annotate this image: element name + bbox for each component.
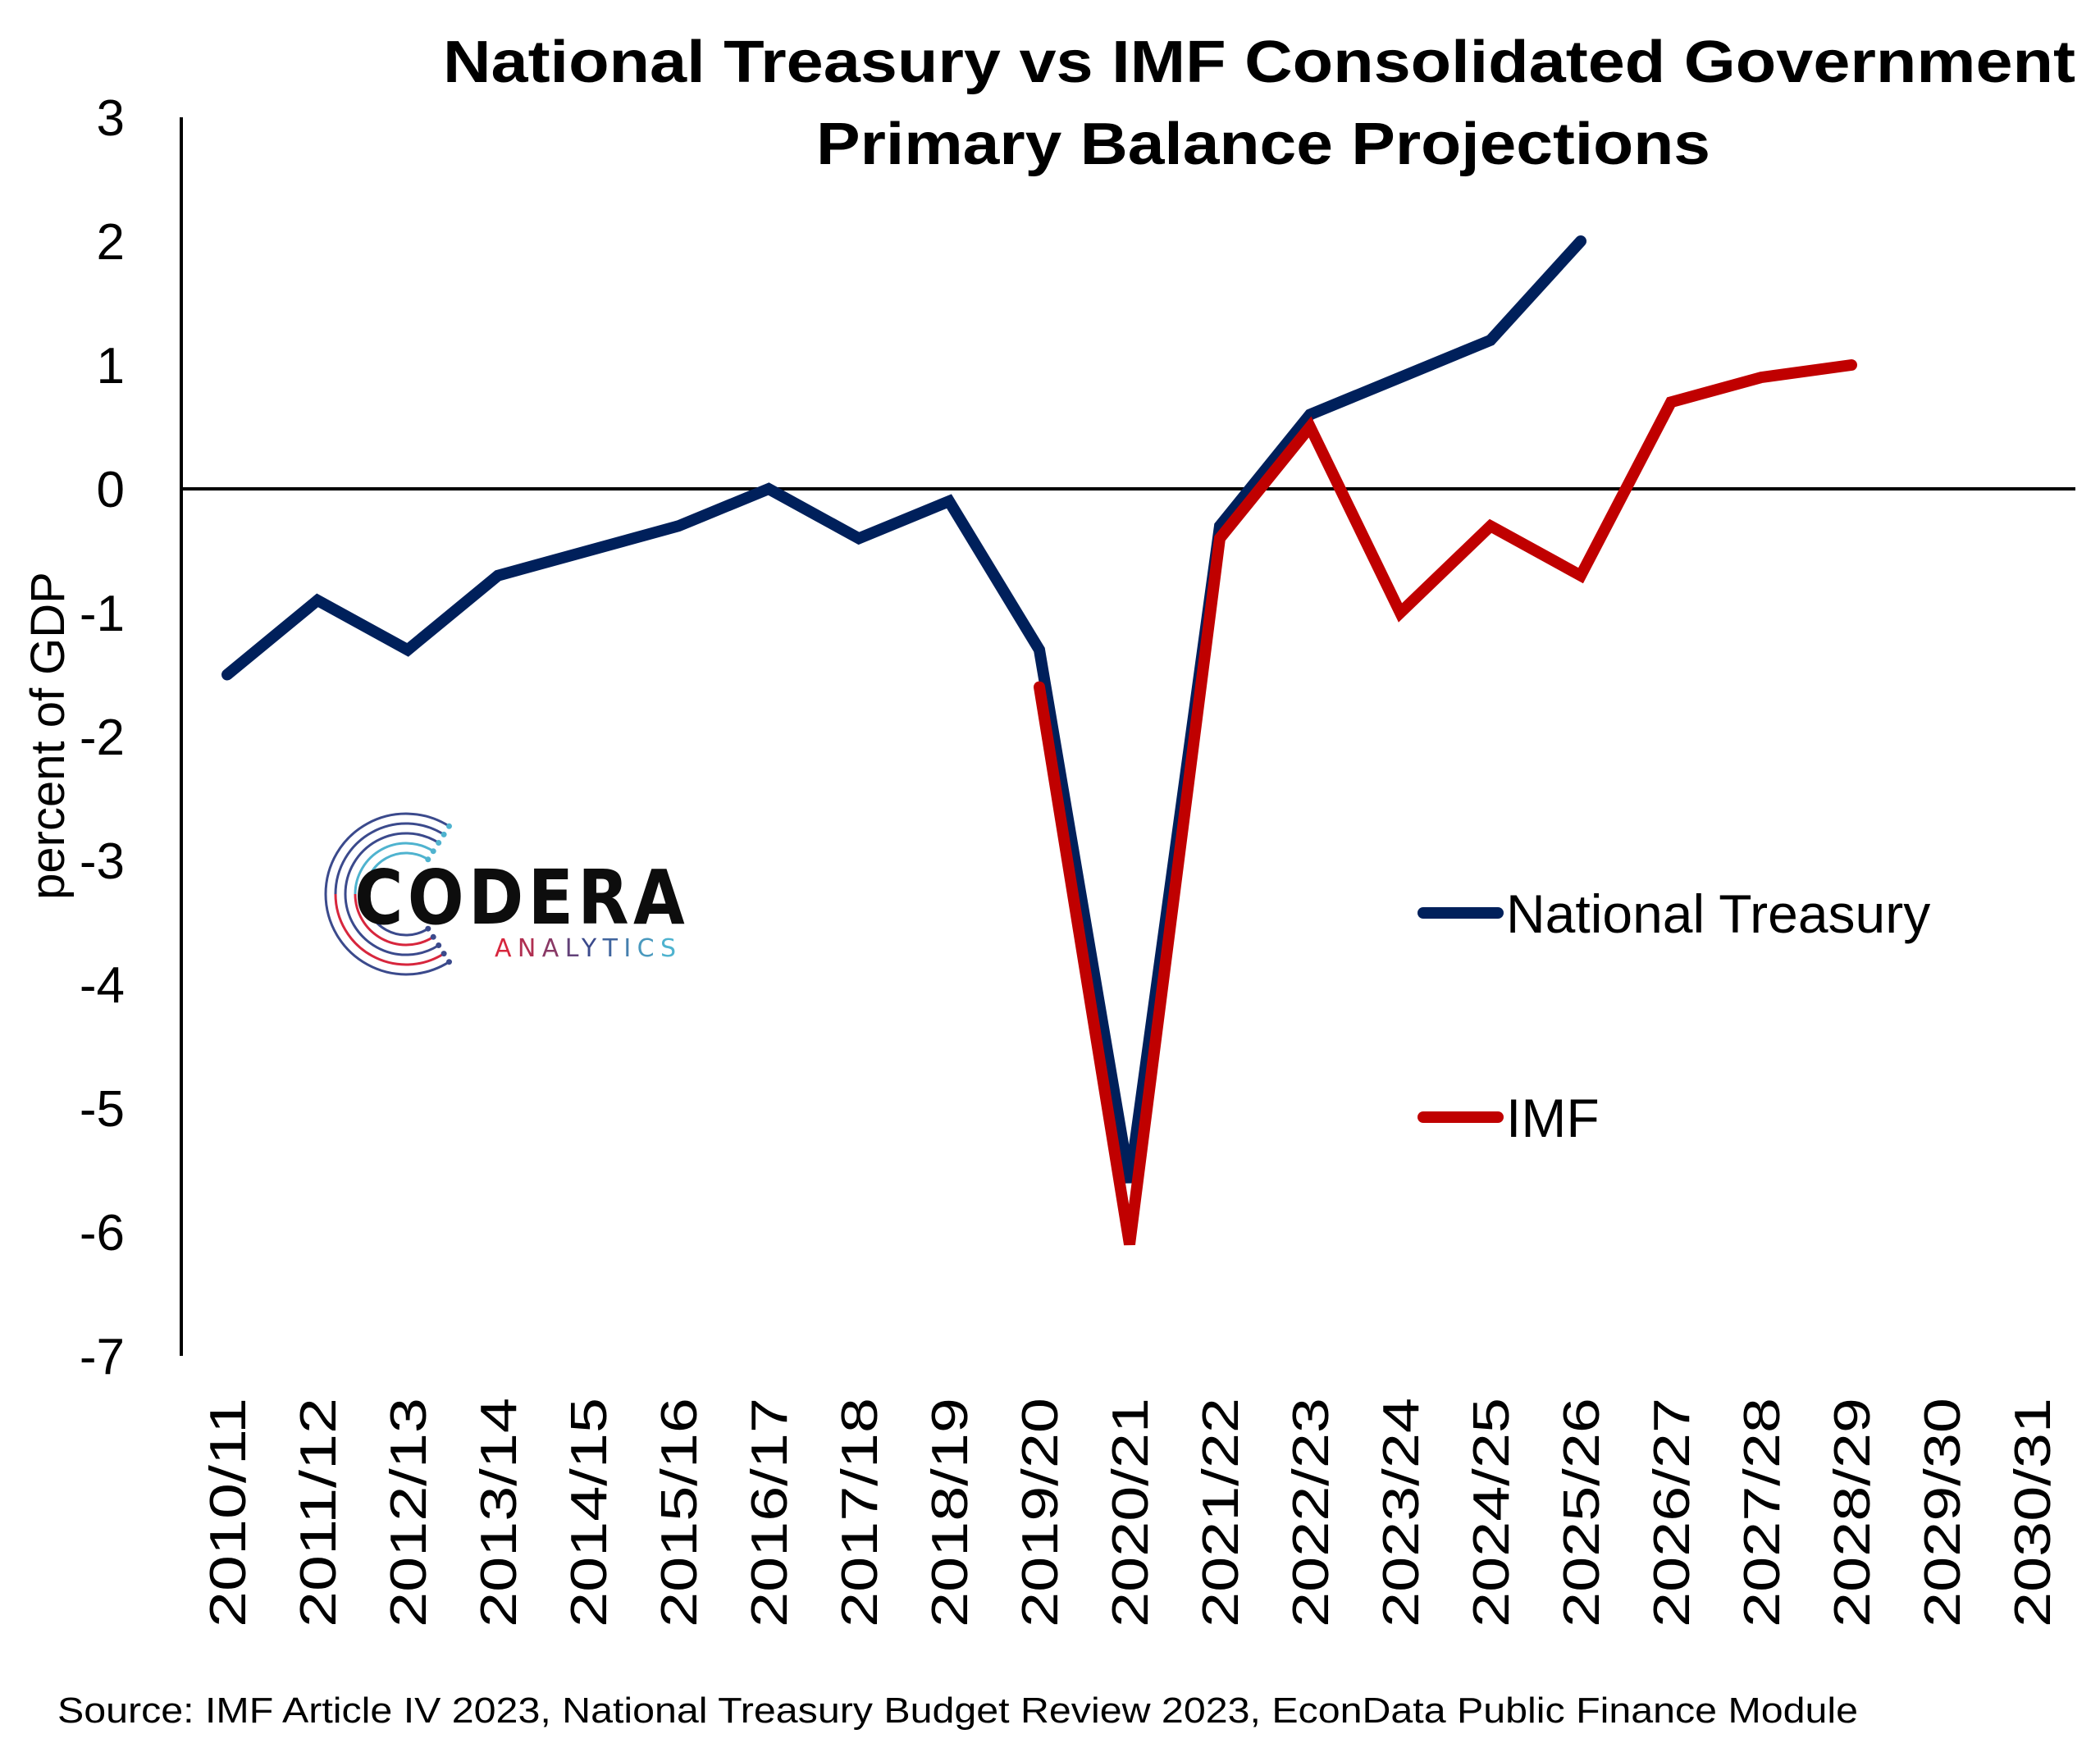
y-tick-label: -1 bbox=[80, 586, 125, 642]
codera-analytics-logo: CODERA ANALYTICS bbox=[324, 812, 690, 976]
x-tick-label: 2013/14 bbox=[471, 1398, 527, 1627]
logo-arc bbox=[324, 812, 450, 895]
series-line-national-treasury bbox=[221, 235, 1586, 1184]
x-tick-label: 2026/27 bbox=[1644, 1398, 1701, 1627]
legend-item-national-treasury: National Treasury bbox=[1418, 883, 1930, 944]
x-tick-label: 2014/15 bbox=[561, 1398, 618, 1627]
x-tick-labels: 2010/11 2011/12 2012/13 2013/14 2014/15 2015/… bbox=[200, 1398, 2061, 1627]
x-tick-label: 2015/16 bbox=[651, 1398, 708, 1627]
logo-arc bbox=[354, 842, 435, 895]
legend-label-national-treasury: National Treasury bbox=[1506, 883, 1930, 944]
x-tick-label: 2030/31 bbox=[2005, 1398, 2061, 1627]
x-tick-label: 2025/26 bbox=[1554, 1398, 1610, 1627]
x-tick-label: 2022/23 bbox=[1283, 1398, 1340, 1627]
y-tick-labels: 3 2 1 0 -1 -2 -3 -4 -5 -6 -7 bbox=[80, 90, 125, 1385]
x-tick-label: 2023/24 bbox=[1373, 1398, 1430, 1627]
logo-subtitle: ANALYTICS bbox=[495, 934, 690, 963]
logo-arc bbox=[354, 893, 435, 947]
x-tick-label: 2016/17 bbox=[742, 1398, 798, 1627]
y-tick-label: -5 bbox=[80, 1081, 125, 1138]
series-layer bbox=[221, 235, 1857, 1246]
logo-arc bbox=[344, 893, 440, 956]
y-tick-label: 1 bbox=[97, 338, 125, 395]
logo-wordmark: CODERA bbox=[354, 854, 689, 942]
logo-arc bbox=[324, 893, 450, 976]
chart-title-line-2: Primary Balance Projections bbox=[816, 112, 1710, 177]
chart-title-line-1: National Treasury vs IMF Consolidated Go… bbox=[443, 30, 2075, 95]
legend-item-imf: IMF bbox=[1418, 1088, 1600, 1148]
y-tick-label: -4 bbox=[80, 957, 125, 1014]
source-note: Source: IMF Article IV 2023, National Tr… bbox=[57, 1691, 1858, 1731]
logo-dot bbox=[430, 933, 436, 940]
logo-dot bbox=[441, 831, 447, 837]
logo-arc bbox=[363, 851, 429, 895]
x-tick-label: 2024/25 bbox=[1463, 1398, 1520, 1627]
logo-dot bbox=[436, 840, 442, 846]
logo-arc bbox=[363, 893, 429, 937]
y-tick-label: -2 bbox=[80, 710, 125, 766]
y-tick-label: 3 bbox=[97, 90, 125, 147]
logo-dot bbox=[425, 856, 431, 863]
logo-dot bbox=[425, 925, 431, 932]
x-tick-label: 2029/30 bbox=[1915, 1398, 1971, 1627]
legend: National Treasury IMF bbox=[1418, 883, 1930, 1148]
logo-arc bbox=[334, 822, 445, 895]
y-tick-label: 2 bbox=[97, 214, 125, 271]
x-tick-label: 2010/11 bbox=[200, 1398, 257, 1627]
x-tick-label: 2020/21 bbox=[1102, 1398, 1159, 1627]
x-tick-label: 2028/29 bbox=[1824, 1398, 1881, 1627]
x-tick-label: 2011/12 bbox=[290, 1398, 347, 1627]
logo-dot bbox=[446, 823, 452, 829]
x-tick-label: 2018/19 bbox=[922, 1398, 979, 1627]
logo-arc bbox=[334, 893, 445, 966]
x-tick-label: 2017/18 bbox=[832, 1398, 888, 1627]
logo-arc bbox=[344, 832, 440, 895]
y-tick-label: -7 bbox=[80, 1329, 125, 1385]
legend-label-imf: IMF bbox=[1506, 1088, 1600, 1148]
x-tick-label: 2019/20 bbox=[1012, 1398, 1069, 1627]
logo-dot bbox=[446, 959, 452, 965]
y-axis-label: percent of GDP bbox=[21, 572, 75, 900]
logo-dot bbox=[436, 942, 442, 948]
logo-dot bbox=[441, 951, 447, 957]
y-tick-label: -3 bbox=[80, 833, 125, 890]
x-tick-label: 2012/13 bbox=[381, 1398, 437, 1627]
logo-dot bbox=[430, 848, 436, 855]
series-line-imf bbox=[1034, 359, 1857, 1246]
x-tick-label: 2027/28 bbox=[1734, 1398, 1791, 1627]
y-tick-label: -6 bbox=[80, 1205, 125, 1262]
logo-circuit-icon bbox=[324, 812, 452, 976]
y-tick-label: 0 bbox=[97, 462, 125, 518]
x-tick-label: 2021/22 bbox=[1193, 1398, 1249, 1627]
